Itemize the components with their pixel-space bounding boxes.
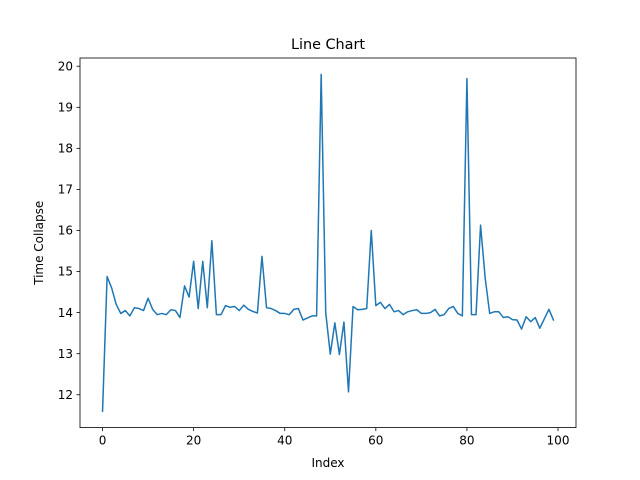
y-tick-label: 18 — [58, 142, 73, 156]
x-tick-label: 80 — [459, 434, 474, 448]
x-axis-label: Index — [311, 456, 344, 470]
y-tick-label: 20 — [58, 59, 73, 73]
y-tick-label: 19 — [58, 100, 73, 114]
y-tick-label: 14 — [58, 306, 73, 320]
y-axis: 12 13 14 15 16 17 18 19 20 — [58, 59, 80, 402]
x-tick-label: 60 — [368, 434, 383, 448]
x-axis: 0 20 40 60 80 100 — [99, 427, 570, 448]
x-tick-label: 40 — [277, 434, 292, 448]
y-axis-label: Time Collapse — [32, 201, 46, 286]
y-tick-label: 16 — [58, 224, 73, 238]
plot-area — [101, 73, 555, 412]
y-tick-label: 15 — [58, 265, 73, 279]
chart-title: Line Chart — [291, 37, 365, 53]
x-tick-label: 0 — [99, 434, 107, 448]
y-tick-label: 13 — [58, 347, 73, 361]
series-line-0 — [101, 73, 555, 412]
y-tick-label: 12 — [58, 388, 73, 402]
x-tick-label: 100 — [547, 434, 570, 448]
y-tick-label: 17 — [58, 183, 73, 197]
axes-frame — [79, 57, 577, 429]
x-tick-label: 20 — [186, 434, 201, 448]
